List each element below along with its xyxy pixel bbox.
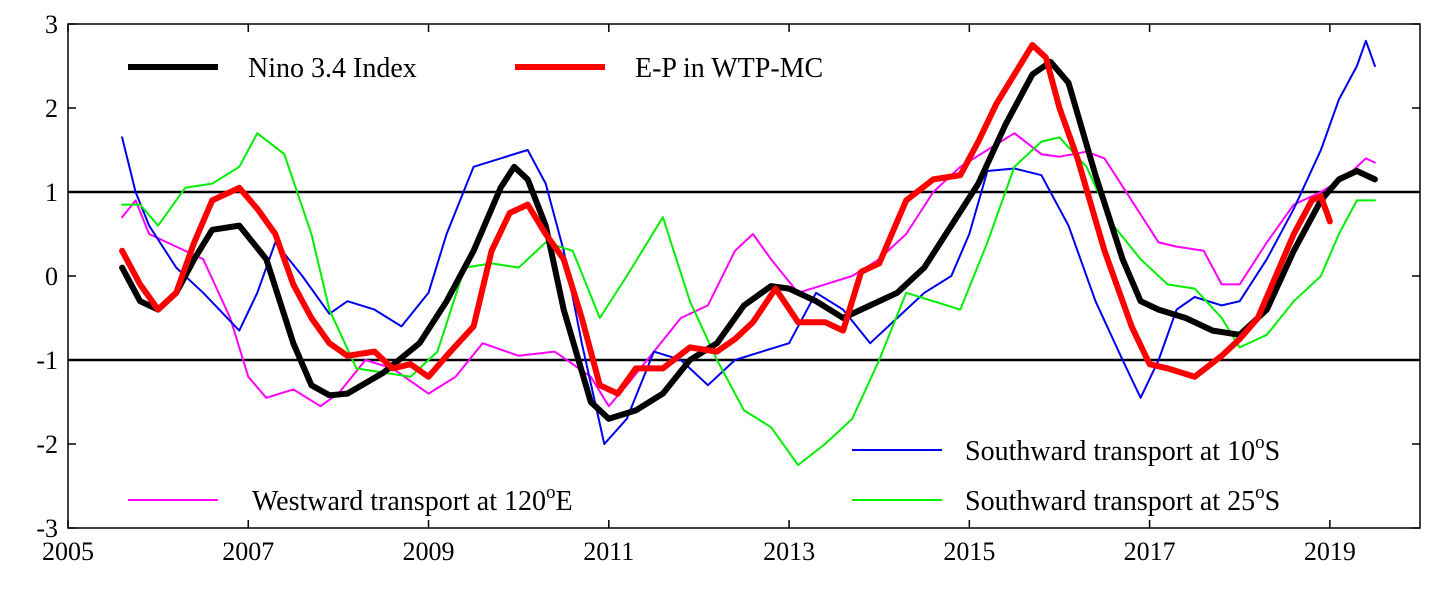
- y-tick-label: -2: [36, 430, 58, 459]
- series-line-nino34: [119, 58, 1378, 422]
- legend-label-text: Nino 3.4 Index: [248, 53, 417, 84]
- legend-label-text: E-P in WTP-MC: [635, 53, 823, 84]
- series-lines: [119, 39, 1378, 466]
- legend-label-superscript: o: [1255, 432, 1265, 453]
- legend-label: Southward transport at 10oS: [965, 432, 1280, 467]
- x-tick-label: 2005: [42, 537, 94, 566]
- axes: 2005 2007 2009 2011 2013 2015 2017 2019 -3 -2 -1 0 1…: [36, 10, 1420, 566]
- legend-label-text: Southward transport at 25: [965, 486, 1255, 517]
- series-line-west120: [121, 132, 1376, 408]
- x-tick-label: 2007: [222, 537, 274, 566]
- x-tick-label: 2015: [943, 537, 995, 566]
- series-line-south25: [121, 132, 1376, 466]
- x-tick-label: 2009: [403, 537, 455, 566]
- y-tick-label: 0: [45, 262, 58, 291]
- legend-label-text: Westward transport at 120: [252, 486, 546, 517]
- y-tick-label: 3: [45, 10, 58, 39]
- legend-label-text: Southward transport at 10: [965, 436, 1255, 467]
- legend: Nino 3.4 Index E-P in WTP-MC Southward tra…: [128, 53, 1280, 517]
- legend-label-suffix: E: [556, 486, 573, 517]
- series-line-ep: [119, 42, 1333, 397]
- y-tick-label: 1: [45, 178, 58, 207]
- x-tick-label: 2017: [1124, 537, 1176, 566]
- legend-label: E-P in WTP-MC: [635, 53, 823, 84]
- y-tick-label: 2: [45, 94, 58, 123]
- x-tick-label: 2019: [1304, 537, 1356, 566]
- legend-label-superscript: o: [546, 482, 556, 503]
- legend-entry-ep: E-P in WTP-MC: [515, 53, 823, 84]
- legend-label-suffix: S: [1265, 486, 1281, 517]
- series-line-south10: [121, 39, 1376, 445]
- y-tick-label: -3: [36, 514, 58, 543]
- legend-entry-west120: Westward transport at 120oE: [128, 482, 573, 517]
- legend-label: Westward transport at 120oE: [252, 482, 573, 517]
- legend-label: Nino 3.4 Index: [248, 53, 417, 84]
- x-tick-label: 2011: [583, 537, 634, 566]
- x-tick-label: 2013: [763, 537, 815, 566]
- reference-lines: [68, 190, 1420, 362]
- legend-entry-south25: Southward transport at 25oS: [852, 482, 1280, 517]
- legend-label-superscript: o: [1255, 482, 1265, 503]
- legend-entry-south10: Southward transport at 10oS: [852, 432, 1280, 467]
- legend-entry-nino34: Nino 3.4 Index: [128, 53, 417, 84]
- legend-label: Southward transport at 25oS: [965, 482, 1280, 517]
- legend-label-suffix: S: [1265, 436, 1281, 467]
- y-tick-label: -1: [36, 346, 58, 375]
